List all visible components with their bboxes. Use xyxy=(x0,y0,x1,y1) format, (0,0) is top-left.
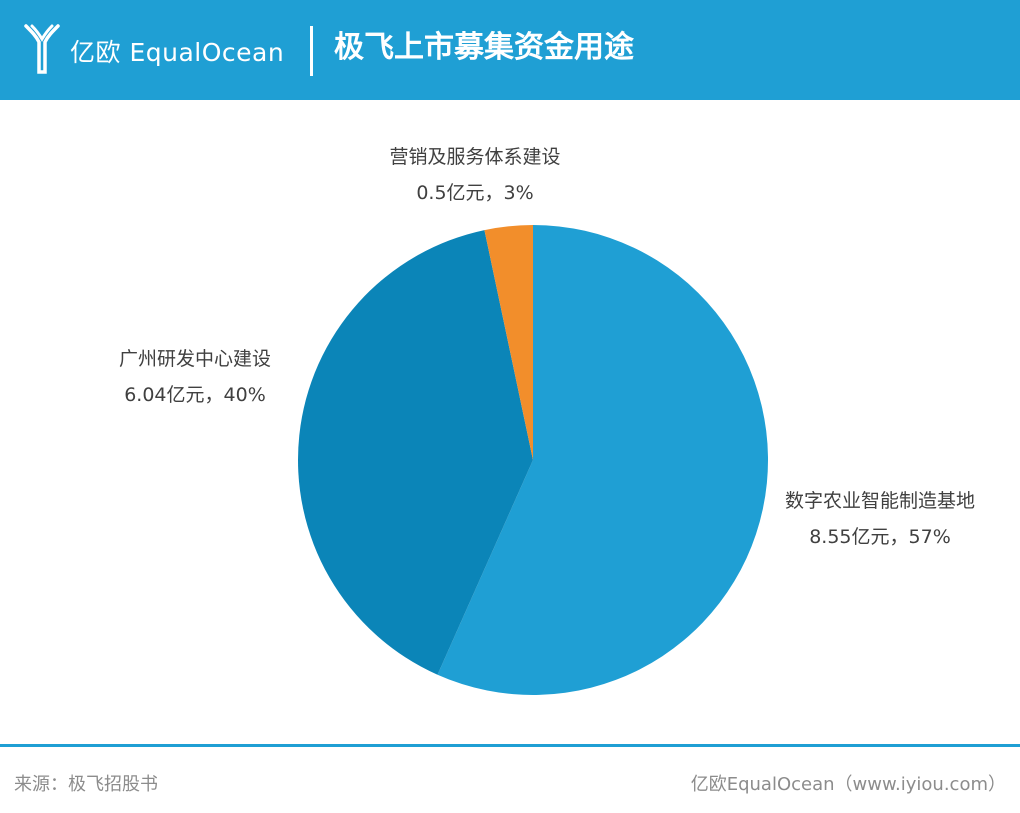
slice-value-label-1: 8.55亿元，57% xyxy=(809,526,951,548)
page-title: 极飞上市募集资金用途 xyxy=(334,30,634,65)
credit-note: 亿欧EqualOcean（www.iyiou.com） xyxy=(690,774,1006,795)
pie-slice-3 xyxy=(484,225,533,460)
slice-value-label-2: 6.04亿元，40% xyxy=(124,384,266,406)
slice-name-label-3: 营销及服务体系建设 xyxy=(389,146,560,168)
pie-labels: 数字农业智能制造基地 8.55亿元，57% 广州研发中心建设 6.04亿元，40% 营销… xyxy=(119,146,975,548)
source-note: 来源：极飞招股书 xyxy=(14,774,158,795)
header-banner: 亿欧 EqualOcean 极飞上市募集资金用途 xyxy=(0,0,1020,100)
header-divider xyxy=(310,26,313,76)
slice-value-label-3: 0.5亿元，3% xyxy=(416,182,533,204)
pie-slice-2 xyxy=(298,230,533,675)
pie-slice-1 xyxy=(437,225,769,696)
slice-name-label-1: 数字农业智能制造基地 xyxy=(785,490,975,512)
pie-slices xyxy=(298,225,769,696)
brand-name: 亿欧 EqualOcean xyxy=(70,38,285,67)
equalocean-logo-icon xyxy=(24,24,60,74)
pie-chart: 数字农业智能制造基地 8.55亿元，57% 广州研发中心建设 6.04亿元，40% 营销… xyxy=(119,146,975,696)
slice-name-label-2: 广州研发中心建设 xyxy=(119,348,271,370)
footer-divider xyxy=(0,744,1020,747)
